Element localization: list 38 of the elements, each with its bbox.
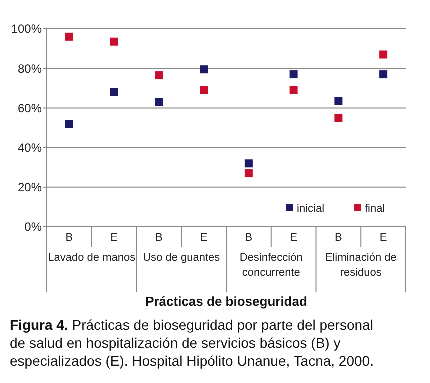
point <box>334 97 343 106</box>
point <box>334 114 343 122</box>
x-tick-label: B <box>335 232 342 244</box>
point <box>200 86 208 94</box>
text: Figura 4. Prácticas de bioseguridad por parte del personal de salud en hospitalización de servicios básicos (B) y especializados (E). Hospital Hipólito Unanue, Tacna, 2000. <box>10 317 374 369</box>
point <box>244 160 253 168</box>
y-tick-label: 100% <box>11 22 42 36</box>
y-tick-label: 40% <box>18 141 42 155</box>
point <box>200 66 208 74</box>
point <box>65 120 74 128</box>
point <box>155 98 164 106</box>
point <box>290 70 298 79</box>
x-axis-title: Prácticas de bioseguridad <box>146 294 308 309</box>
x-tick-label: E <box>200 232 208 244</box>
point <box>380 50 388 59</box>
point <box>290 86 298 94</box>
point <box>155 72 164 80</box>
y-tick-label: 60% <box>18 101 42 116</box>
text: Desinfección concurrente <box>240 252 303 279</box>
y-tick-label: 80% <box>18 62 42 76</box>
point <box>110 38 118 46</box>
x-tick-label: E <box>380 232 388 244</box>
legend-label: final <box>365 202 386 215</box>
x-tick-label: E <box>290 232 298 244</box>
x-tick-label: B <box>66 232 74 244</box>
legend-label: inicial <box>297 202 325 215</box>
point <box>65 32 74 41</box>
point <box>110 88 118 96</box>
point <box>244 170 253 178</box>
text: Uso de guantes <box>143 252 221 264</box>
point <box>380 70 388 79</box>
y-tick-label: 0% <box>24 220 42 234</box>
x-tick-label: B <box>245 232 253 244</box>
x-tick-label: E <box>110 232 118 244</box>
text: Lavado de manos <box>48 252 136 264</box>
y-tick-label: 20% <box>18 180 42 195</box>
text: Eliminación de residuos <box>325 252 397 279</box>
x-tick-label: B <box>156 232 163 244</box>
